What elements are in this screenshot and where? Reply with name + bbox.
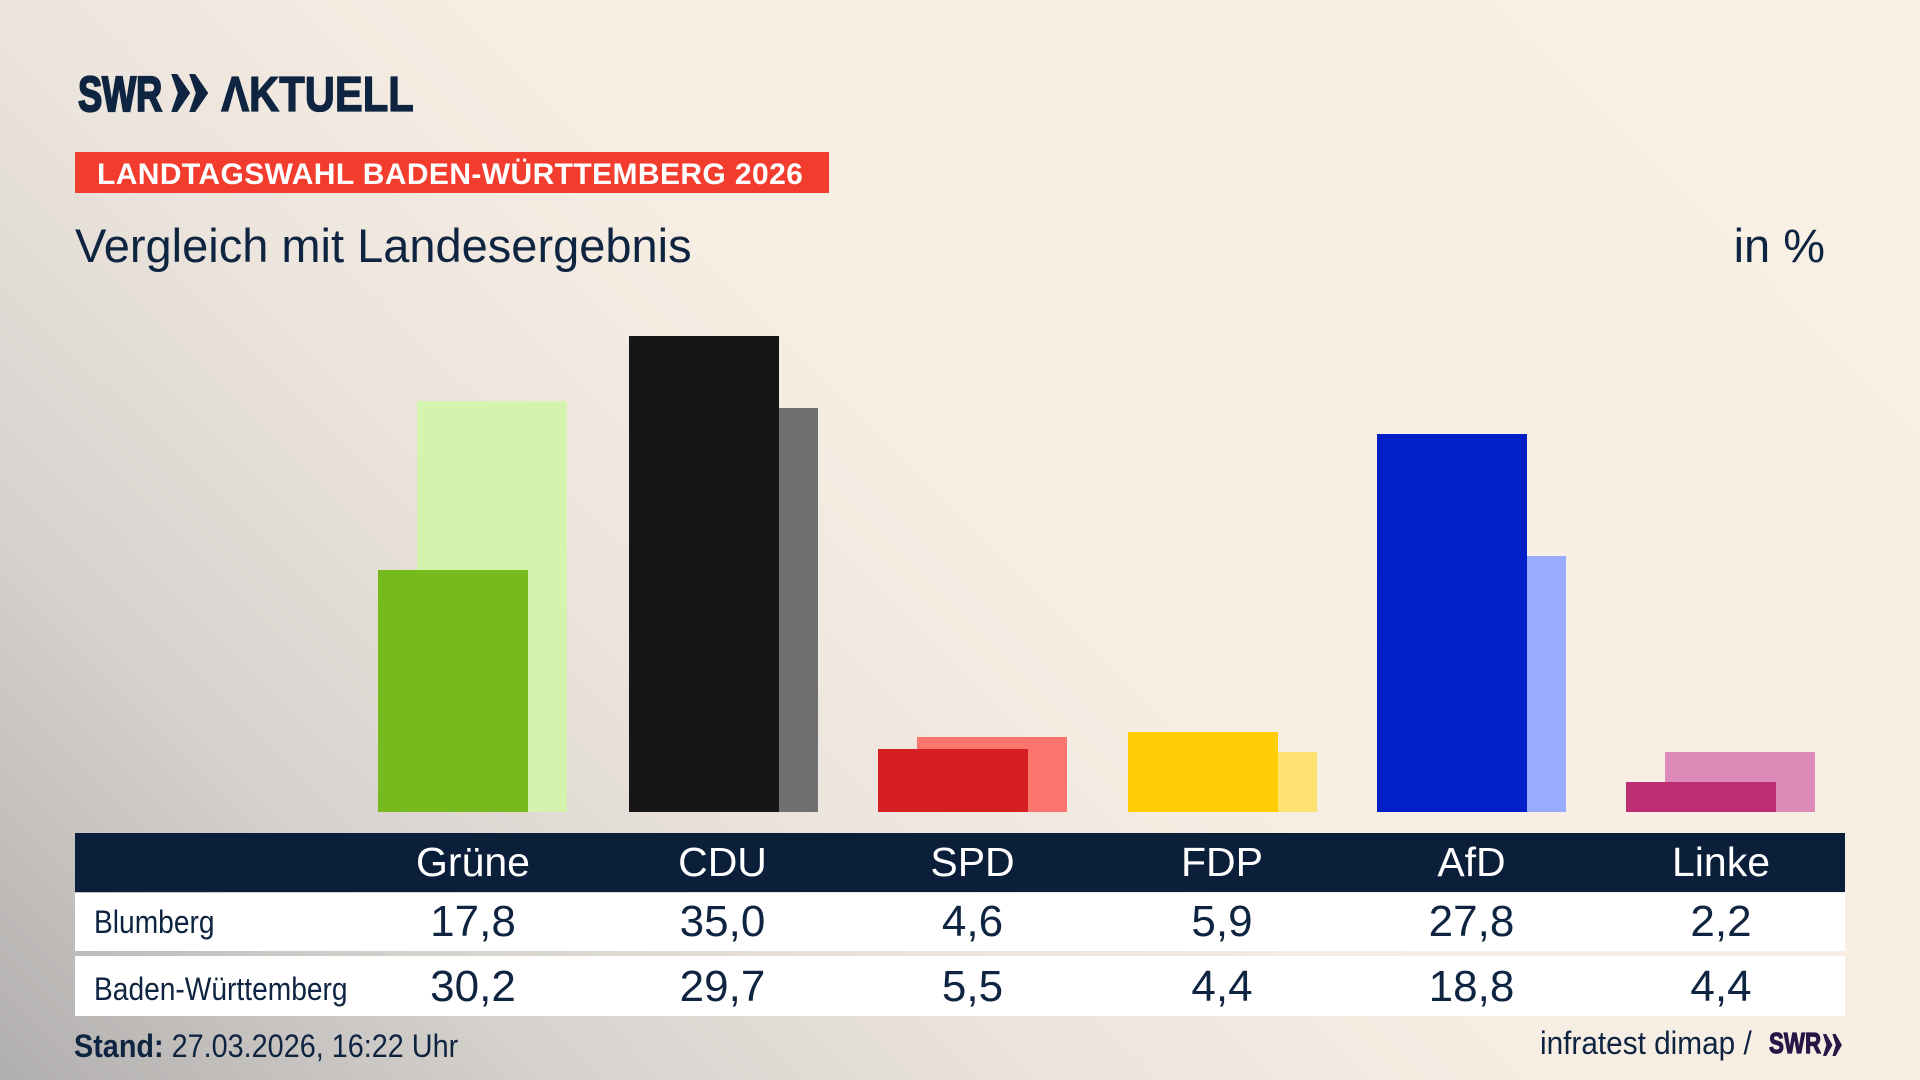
svg-text:ΛKTUELL: ΛKTUELL	[221, 74, 414, 116]
svg-text:SWR: SWR	[78, 74, 162, 116]
